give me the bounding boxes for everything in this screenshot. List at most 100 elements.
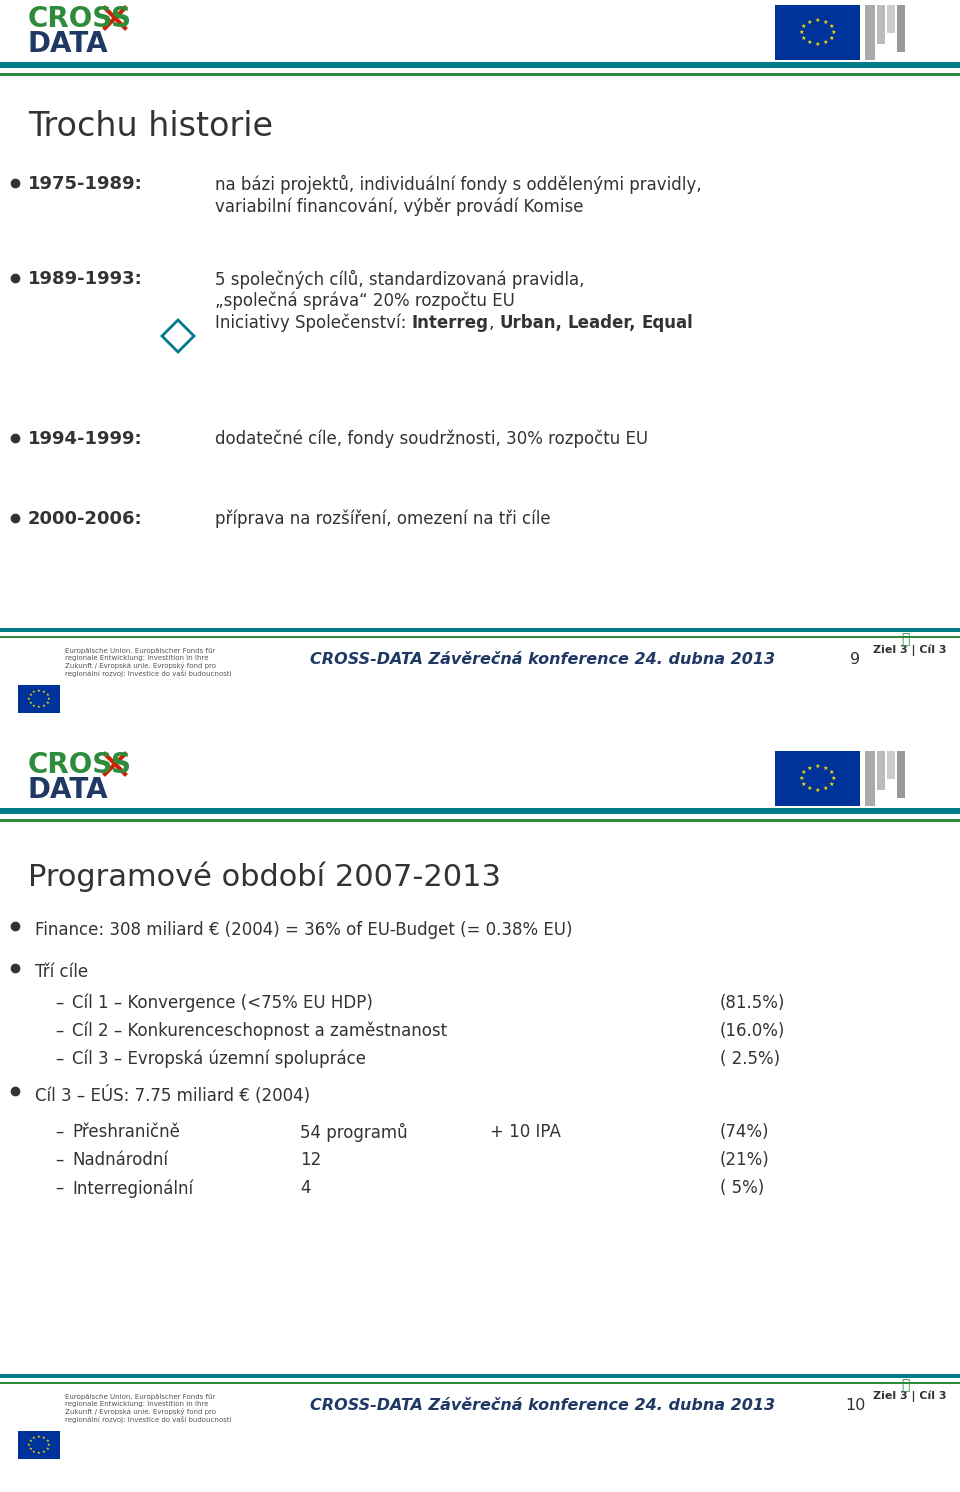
Text: –: – xyxy=(55,1179,63,1197)
Text: –: – xyxy=(55,1150,63,1170)
Text: ★: ★ xyxy=(801,770,806,774)
Text: 👫: 👫 xyxy=(900,633,909,646)
Text: CROSS: CROSS xyxy=(28,4,132,33)
Text: ★: ★ xyxy=(815,788,820,794)
Text: (74%): (74%) xyxy=(720,1123,770,1141)
Bar xyxy=(0,636,960,639)
Text: ★: ★ xyxy=(828,770,834,774)
Text: příprava na rozšíření, omezení na tři cíle: příprava na rozšíření, omezení na tři cí… xyxy=(215,510,551,528)
Text: ★: ★ xyxy=(47,697,51,701)
Text: ★: ★ xyxy=(806,40,812,45)
Bar xyxy=(0,63,960,69)
Text: Nadnárodní: Nadnárodní xyxy=(72,1150,168,1170)
Text: ★: ★ xyxy=(37,1435,41,1438)
Bar xyxy=(0,1382,960,1385)
Text: Interregionální: Interregionální xyxy=(72,1179,193,1198)
Text: ★: ★ xyxy=(815,42,820,48)
Text: ★: ★ xyxy=(801,24,806,28)
Bar xyxy=(0,819,960,822)
Text: ★: ★ xyxy=(823,19,828,24)
Text: DATA: DATA xyxy=(28,776,108,804)
Text: ★: ★ xyxy=(815,18,820,22)
Text: 12: 12 xyxy=(300,1150,322,1170)
Bar xyxy=(0,1374,960,1379)
Text: ★: ★ xyxy=(46,701,50,706)
Text: ★: ★ xyxy=(42,1450,46,1453)
Text: ★: ★ xyxy=(801,782,806,786)
Text: ★: ★ xyxy=(47,1443,51,1447)
Text: 1994-1999:: 1994-1999: xyxy=(28,430,143,448)
Text: variabilní financování, výběr provádí Komise: variabilní financování, výběr provádí Ko… xyxy=(215,197,584,215)
Text: ★: ★ xyxy=(46,692,50,697)
Text: Trochu historie: Trochu historie xyxy=(28,110,273,143)
Text: Urban,: Urban, xyxy=(499,313,563,333)
Text: Cíl 3 – Evropská územní spolupráce: Cíl 3 – Evropská územní spolupráce xyxy=(72,1050,366,1068)
Text: ★: ★ xyxy=(815,764,820,768)
Text: Cíl 1 – Konvergence (<75% EU HDP): Cíl 1 – Konvergence (<75% EU HDP) xyxy=(72,994,372,1013)
Text: Europäische Union. Europäischer Fonds für
regionale Entwicklung: Investition in : Europäische Union. Europäischer Fonds fü… xyxy=(65,1394,231,1423)
Text: ★: ★ xyxy=(29,701,33,706)
Text: –: – xyxy=(55,1022,63,1040)
Text: ,: , xyxy=(489,313,494,333)
Text: 54 programů: 54 programů xyxy=(300,1123,408,1141)
Text: ★: ★ xyxy=(42,1437,46,1440)
Text: ( 5%): ( 5%) xyxy=(720,1179,764,1197)
Text: (16.0%): (16.0%) xyxy=(720,1022,785,1040)
Text: ★: ★ xyxy=(37,1452,41,1455)
Text: CROSS-DATA Závěrečná konference 24. dubna 2013: CROSS-DATA Závěrečná konference 24. dubn… xyxy=(310,652,775,667)
Text: ★: ★ xyxy=(823,40,828,45)
Bar xyxy=(877,4,885,43)
Text: ★: ★ xyxy=(37,689,41,692)
Bar xyxy=(897,4,905,52)
Text: + 10 IPA: + 10 IPA xyxy=(490,1123,561,1141)
Text: 4: 4 xyxy=(300,1179,310,1197)
Text: (21%): (21%) xyxy=(720,1150,770,1170)
Text: Finance: 308 miliard € (2004) = 36% of EU-Budget (= 0.38% EU): Finance: 308 miliard € (2004) = 36% of E… xyxy=(35,921,572,938)
Text: 5 společných cílů, standardizovaná pravidla,: 5 společných cílů, standardizovaná pravi… xyxy=(215,270,585,289)
Text: ★: ★ xyxy=(46,1447,50,1452)
Text: ★: ★ xyxy=(801,36,806,40)
Text: ★: ★ xyxy=(806,19,812,24)
Text: ★: ★ xyxy=(29,1447,33,1452)
Text: ★: ★ xyxy=(799,776,804,780)
Text: ★: ★ xyxy=(823,765,828,770)
Bar xyxy=(877,750,885,789)
Text: ★: ★ xyxy=(37,706,41,709)
Text: Ziel 3 | Cíl 3: Ziel 3 | Cíl 3 xyxy=(874,1391,947,1402)
Bar xyxy=(775,4,860,60)
Bar xyxy=(18,1431,60,1459)
Text: Interreg: Interreg xyxy=(412,313,489,333)
Text: ★: ★ xyxy=(27,1443,31,1447)
Text: 10: 10 xyxy=(845,1398,865,1413)
Text: ★: ★ xyxy=(830,776,836,780)
Text: Přeshraničně: Přeshraničně xyxy=(72,1123,180,1141)
Text: Europäische Union. Europäischer Fonds für
regionale Entwicklung: Investition in : Europäische Union. Europäischer Fonds fü… xyxy=(65,648,231,677)
Bar xyxy=(775,750,860,806)
Text: Cíl 3 – EÚS: 7.75 miliard € (2004): Cíl 3 – EÚS: 7.75 miliard € (2004) xyxy=(35,1086,310,1106)
Text: CROSS-DATA Závěrečná konference 24. dubna 2013: CROSS-DATA Závěrečná konference 24. dubn… xyxy=(310,1398,775,1413)
Text: ★: ★ xyxy=(42,704,46,707)
Bar xyxy=(887,4,895,33)
Text: ★: ★ xyxy=(828,24,834,28)
Text: Cíl 2 – Konkurenceschopnost a zaměstnanost: Cíl 2 – Konkurenceschopnost a zaměstnano… xyxy=(72,1022,447,1040)
Text: ★: ★ xyxy=(806,765,812,770)
Text: ★: ★ xyxy=(29,692,33,697)
Bar xyxy=(0,628,960,633)
Text: ★: ★ xyxy=(32,1450,36,1453)
Bar xyxy=(0,809,960,815)
Text: Programové období 2007-2013: Programové období 2007-2013 xyxy=(28,861,501,892)
Text: –: – xyxy=(55,994,63,1012)
Text: ★: ★ xyxy=(828,782,834,786)
Text: Tří cíle: Tří cíle xyxy=(35,962,88,982)
Text: ★: ★ xyxy=(830,30,836,34)
Bar xyxy=(887,750,895,779)
Text: Leader,: Leader, xyxy=(567,313,636,333)
Text: „společná správa“ 20% rozpočtu EU: „společná správa“ 20% rozpočtu EU xyxy=(215,292,515,310)
Text: 👫: 👫 xyxy=(900,1379,909,1392)
Text: CROSS: CROSS xyxy=(28,750,132,779)
Text: ★: ★ xyxy=(29,1438,33,1443)
Text: DATA: DATA xyxy=(28,30,108,58)
Text: ★: ★ xyxy=(46,1438,50,1443)
Bar xyxy=(18,685,60,713)
Text: (81.5%): (81.5%) xyxy=(720,994,785,1012)
